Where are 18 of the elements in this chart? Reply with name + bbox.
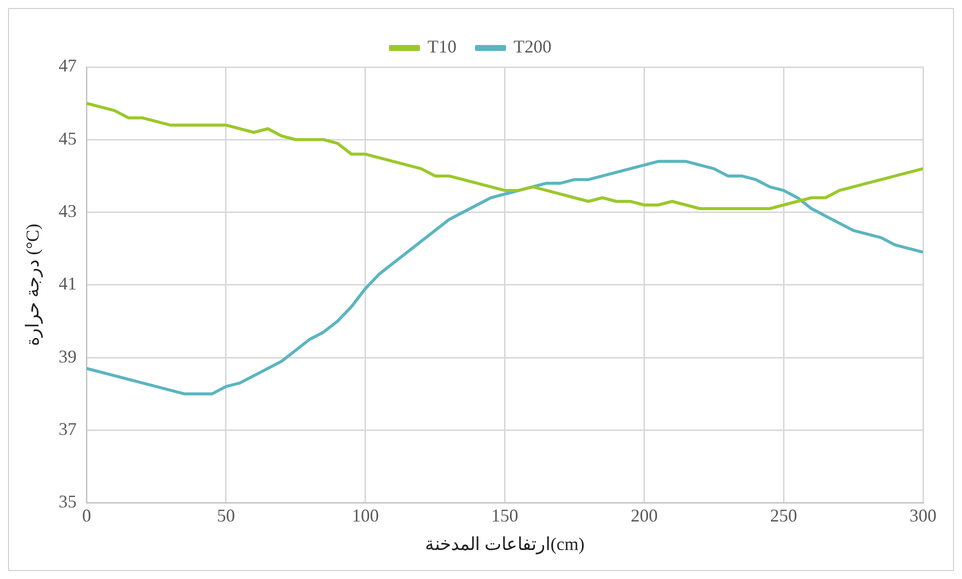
y-axis-title: درجة حرارة (°C) bbox=[22, 224, 44, 346]
y-tick-label: 37 bbox=[58, 418, 77, 439]
x-tick-label: 0 bbox=[82, 505, 92, 526]
x-tick-label: 300 bbox=[910, 505, 936, 526]
x-tick-label: 200 bbox=[630, 505, 658, 526]
x-tick-label: 50 bbox=[217, 505, 235, 526]
x-tick-label: 150 bbox=[491, 505, 518, 526]
y-tick-label: 41 bbox=[58, 274, 77, 294]
y-tick-label: 35 bbox=[58, 492, 77, 512]
x-tick-label: 250 bbox=[770, 505, 798, 526]
x-tick-label: 100 bbox=[352, 505, 379, 526]
x-axis-title: ارتفاعات المدخنة(cm) bbox=[425, 534, 585, 555]
legend-label: T10 bbox=[428, 36, 457, 57]
y-tick-label: 43 bbox=[58, 201, 77, 221]
y-tick-label: 45 bbox=[58, 128, 77, 148]
y-tick-label: 39 bbox=[58, 346, 77, 366]
legend-label: T200 bbox=[514, 36, 552, 57]
y-tick-label: 47 bbox=[58, 56, 77, 76]
